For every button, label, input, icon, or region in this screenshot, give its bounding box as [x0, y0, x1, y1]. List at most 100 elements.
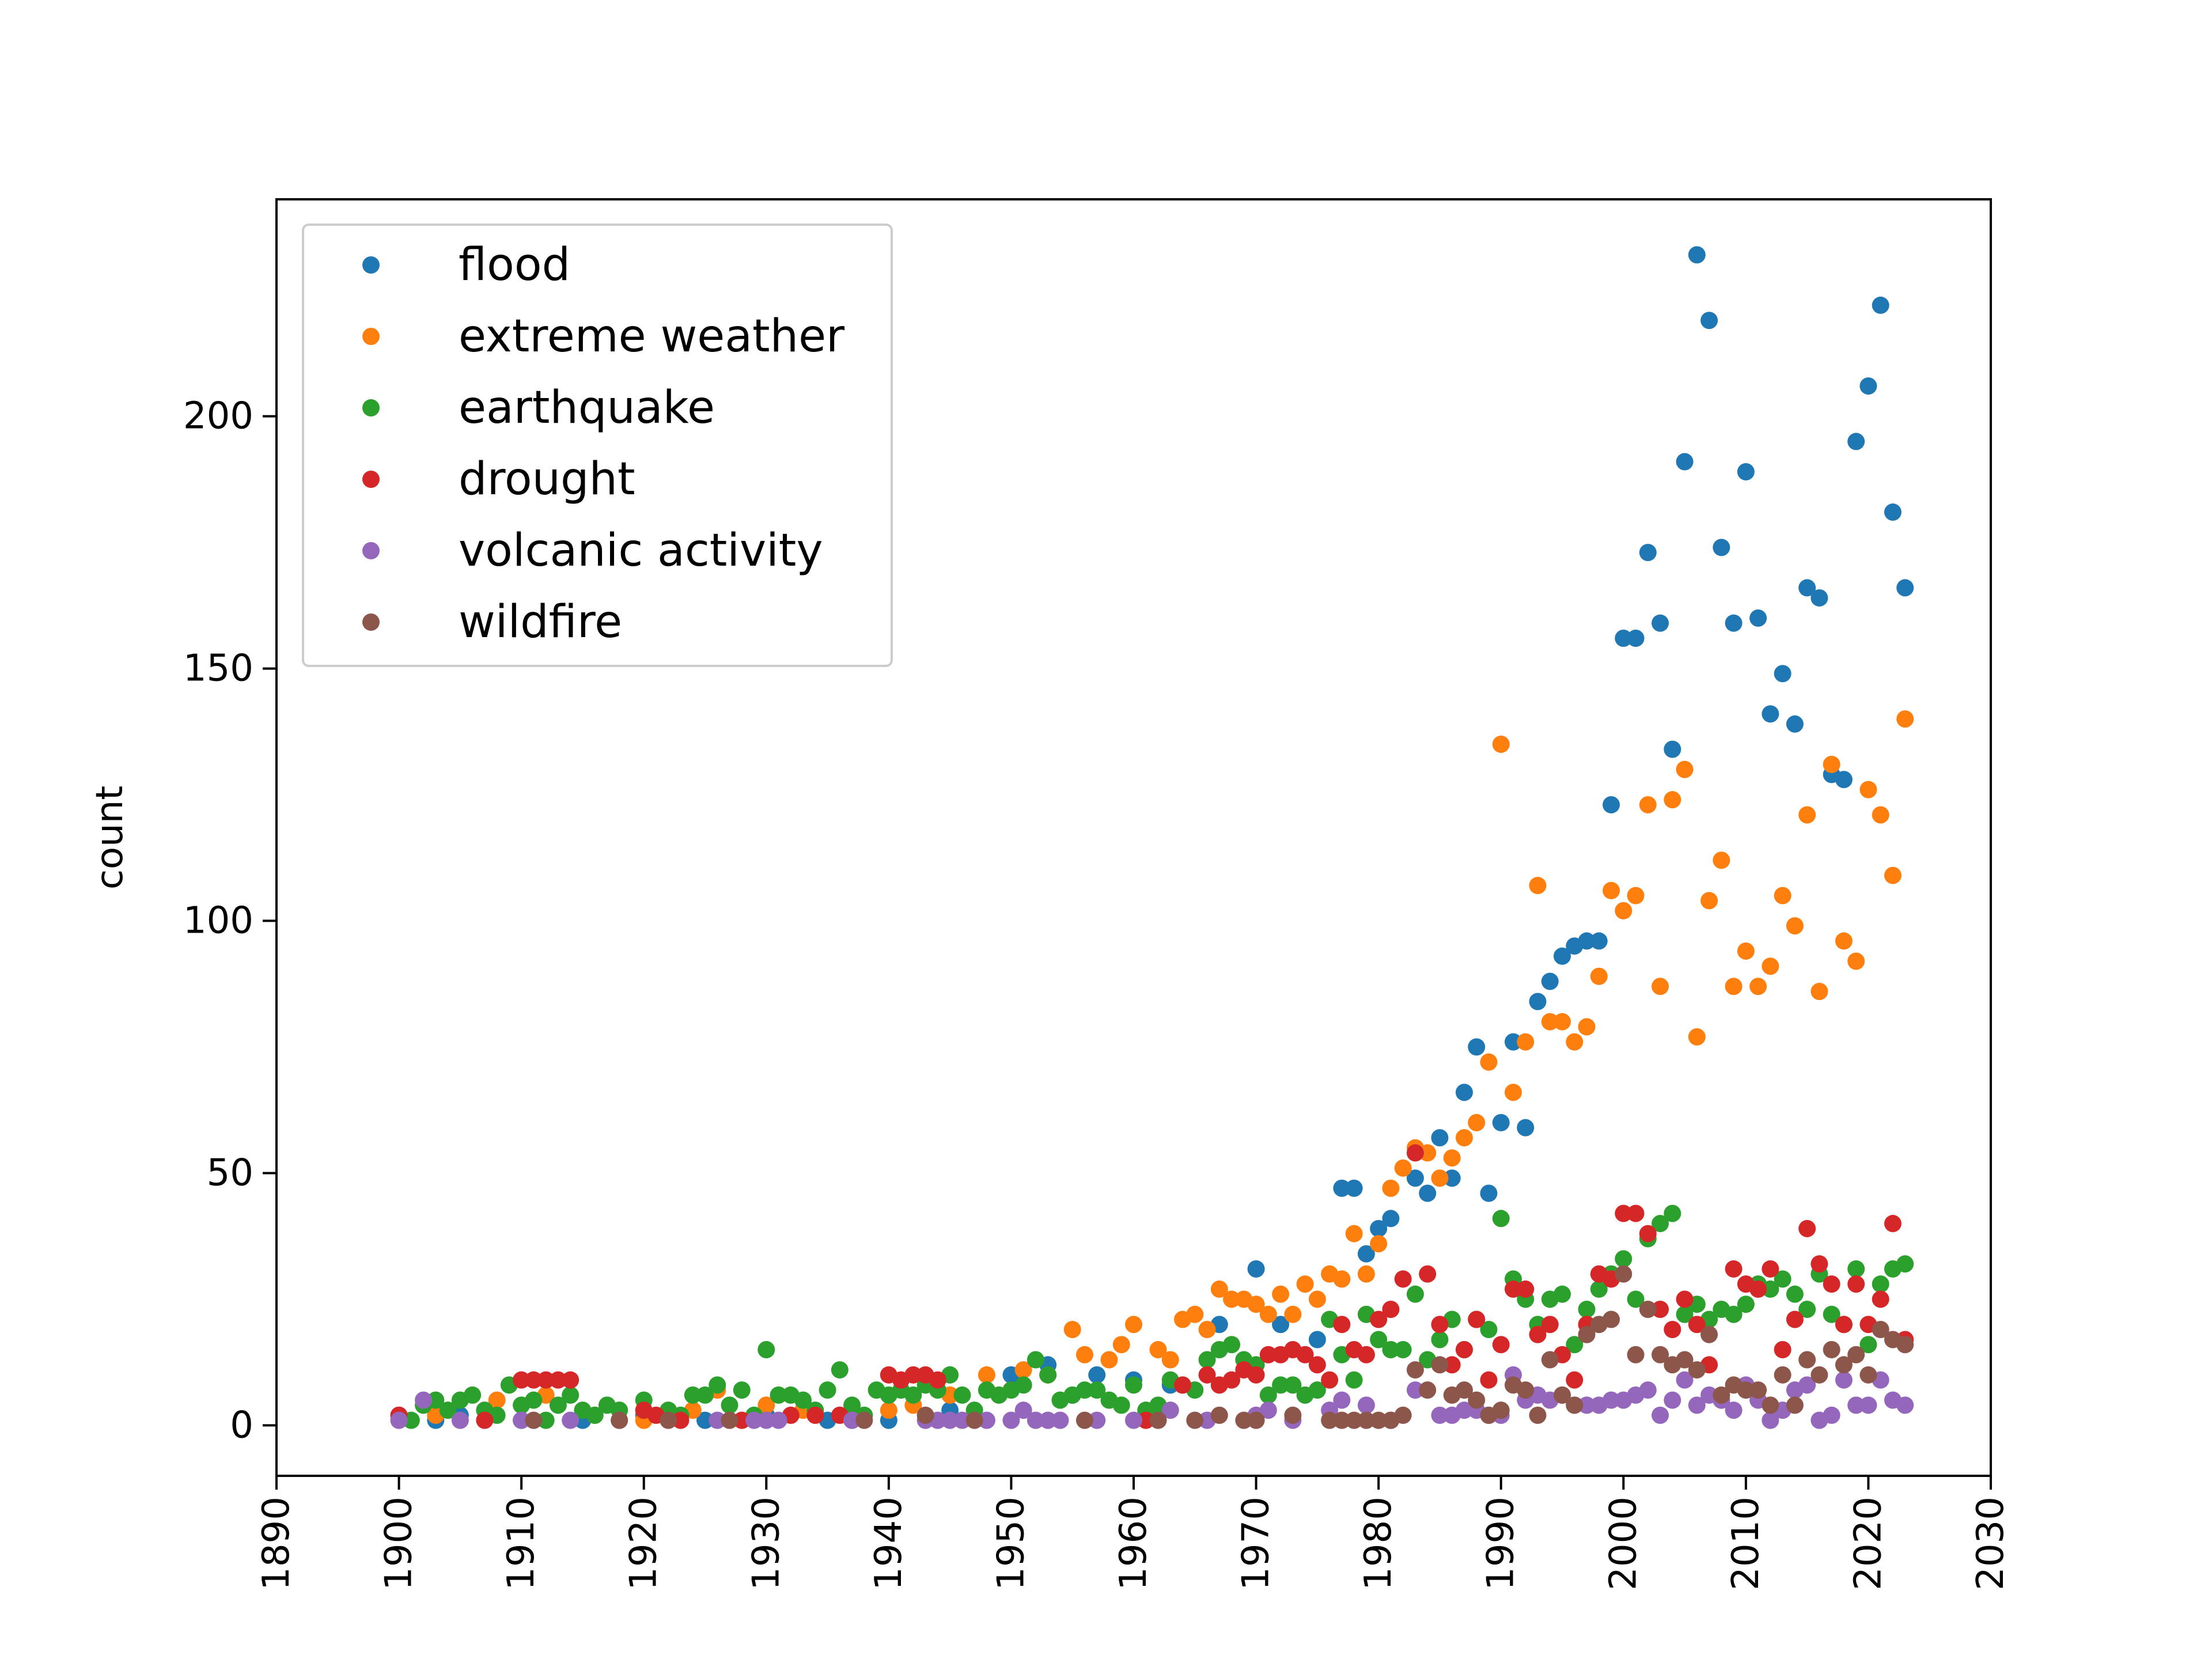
- x-tick-label: 2020: [1847, 1497, 1889, 1590]
- extreme-weather-point: [1308, 1290, 1326, 1308]
- earthquake-point: [696, 1386, 714, 1404]
- flood-point: [1627, 630, 1645, 647]
- flood-point: [1504, 1033, 1522, 1051]
- wildfire-point: [1713, 1386, 1730, 1404]
- drought-point: [1517, 1280, 1535, 1298]
- series-wildfire: [525, 1265, 1914, 1429]
- drought-point: [1835, 1316, 1853, 1334]
- drought-point: [562, 1371, 579, 1389]
- extreme-weather-point: [1063, 1320, 1081, 1338]
- drought-point: [1259, 1346, 1277, 1363]
- y-tick-label: 150: [183, 647, 253, 690]
- earthquake-point: [1480, 1320, 1498, 1338]
- flood-point: [1406, 1169, 1424, 1187]
- extreme-weather-point: [1847, 952, 1865, 970]
- volcanic-activity-point: [415, 1391, 433, 1409]
- wildfire-point: [916, 1406, 934, 1424]
- legend-marker-drought: [362, 471, 380, 488]
- wildfire-point: [855, 1411, 873, 1429]
- x-tick-label: 2000: [1602, 1497, 1645, 1590]
- earthquake-point: [1284, 1376, 1302, 1394]
- volcanic-activity-point: [1406, 1381, 1424, 1399]
- extreme-weather-point: [1272, 1285, 1290, 1303]
- x-tick-label: 1970: [1235, 1497, 1278, 1590]
- drought-point: [1749, 1280, 1767, 1298]
- drought-point: [1308, 1356, 1326, 1374]
- earthquake-point: [1492, 1210, 1510, 1228]
- earthquake-point: [1676, 1305, 1694, 1323]
- extreme-weather-point: [1798, 806, 1816, 824]
- drought-point: [1480, 1371, 1498, 1389]
- extreme-weather-point: [1737, 942, 1755, 960]
- extreme-weather-point: [1872, 806, 1889, 824]
- flood-point: [1468, 1038, 1486, 1056]
- wildfire-point: [1075, 1411, 1093, 1429]
- flood-point: [1872, 296, 1889, 314]
- extreme-weather-point: [1554, 1013, 1571, 1031]
- earthquake-point: [1125, 1376, 1142, 1394]
- earthquake-point: [1014, 1376, 1032, 1394]
- volcanic-activity-point: [1333, 1391, 1351, 1409]
- volcanic-activity-point: [562, 1411, 579, 1429]
- earthquake-point: [1112, 1396, 1130, 1414]
- earthquake-point: [1896, 1255, 1914, 1273]
- drought-point: [1798, 1219, 1816, 1237]
- legend-box: [302, 224, 893, 667]
- extreme-weather-point: [1455, 1129, 1473, 1147]
- extreme-weather-point: [1112, 1336, 1130, 1354]
- legend-marker-wildfire: [362, 613, 380, 631]
- wildfire-point: [1603, 1310, 1620, 1328]
- drought-point: [1357, 1346, 1375, 1363]
- earthquake-point: [1394, 1341, 1412, 1359]
- extreme-weather-point: [1357, 1265, 1375, 1283]
- drought-point: [1137, 1411, 1155, 1429]
- flood-point: [1603, 796, 1620, 814]
- flood-point: [1272, 1316, 1290, 1334]
- wildfire-point: [1210, 1406, 1228, 1424]
- volcanic-activity-point: [1357, 1396, 1375, 1414]
- wildfire-point: [1762, 1396, 1779, 1414]
- volcanic-activity-point: [451, 1411, 469, 1429]
- volcanic-activity-point: [1859, 1396, 1877, 1414]
- earthquake-point: [1075, 1381, 1093, 1399]
- flood-point: [1455, 1084, 1473, 1101]
- drought-point: [549, 1371, 567, 1389]
- volcanic-activity-point: [1762, 1411, 1779, 1429]
- extreme-weather-point: [1810, 983, 1828, 1001]
- drought-point: [1419, 1265, 1437, 1283]
- earthquake-point: [794, 1391, 812, 1409]
- flood-point: [1370, 1219, 1388, 1237]
- wildfire-point: [1431, 1356, 1449, 1374]
- wildfire-point: [1639, 1300, 1657, 1318]
- wildfire-point: [1798, 1351, 1816, 1369]
- earthquake-point: [1859, 1336, 1877, 1354]
- volcanic-activity-point: [1014, 1402, 1032, 1419]
- wildfire-point: [1321, 1411, 1339, 1429]
- flood-point: [1884, 503, 1902, 521]
- legend-marker-extreme-weather: [362, 328, 380, 345]
- legend-marker-flood: [362, 256, 380, 274]
- drought-point: [1406, 1144, 1424, 1162]
- flood-point: [1664, 740, 1681, 758]
- flood-point: [1088, 1366, 1106, 1384]
- drought-point: [537, 1371, 555, 1389]
- extreme-weather-point: [1590, 967, 1608, 985]
- extreme-weather-point: [1223, 1290, 1241, 1308]
- drought-point: [1382, 1300, 1400, 1318]
- wildfire-point: [1835, 1356, 1853, 1374]
- volcanic-activity-point: [953, 1411, 971, 1429]
- volcanic-activity-point: [1896, 1396, 1914, 1414]
- flood-point: [1859, 377, 1877, 395]
- legend-label-earthquake: earthquake: [459, 382, 715, 434]
- wildfire-point: [1529, 1406, 1547, 1424]
- drought-point: [1529, 1325, 1547, 1343]
- wildfire-point: [1578, 1325, 1596, 1343]
- extreme-weather-point: [1664, 791, 1681, 809]
- series-extreme-weather: [390, 710, 1914, 1429]
- earthquake-point: [1027, 1351, 1044, 1369]
- y-axis: 0 50 100 150 200: [183, 395, 276, 1446]
- drought-point: [1627, 1205, 1645, 1222]
- flood-point: [1419, 1184, 1437, 1202]
- drought-point: [476, 1411, 494, 1429]
- flood-point: [1529, 993, 1547, 1010]
